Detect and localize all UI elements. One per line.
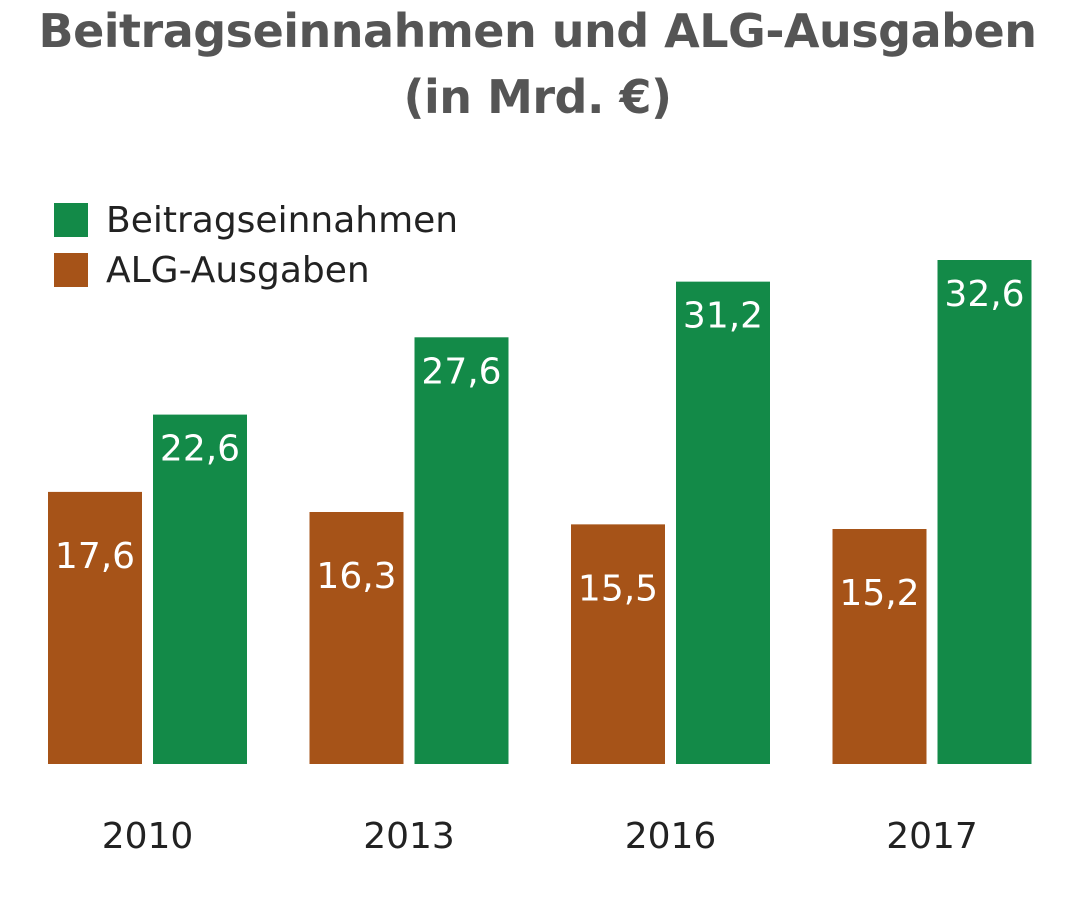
bar-value-label: 16,3 bbox=[316, 556, 396, 597]
x-tick-label-2013: 2013 bbox=[363, 816, 455, 857]
bar-value-label: 15,5 bbox=[578, 568, 658, 609]
bar-beitragseinnahmen-2010 bbox=[153, 414, 247, 764]
legend-item-beitragseinnahmen: Beitragseinnahmen bbox=[54, 199, 459, 241]
legend-label-beitragseinnahmen: Beitragseinnahmen bbox=[106, 199, 459, 241]
x-tick-label-2016: 2016 bbox=[625, 816, 717, 857]
bar-value-label: 17,6 bbox=[55, 536, 135, 577]
chart-title: Beitragseinnahmen und ALG-Ausgaben bbox=[38, 4, 1037, 58]
bar-beitragseinnahmen-2017 bbox=[937, 260, 1032, 764]
legend-item-alg-ausgaben: ALG-Ausgaben bbox=[54, 249, 370, 291]
legend-label-alg-ausgaben: ALG-Ausgaben bbox=[106, 249, 370, 291]
legend-swatch-alg-ausgaben bbox=[54, 253, 88, 287]
bar-alg-ausgaben-2013 bbox=[309, 512, 404, 764]
bar-value-label: 15,2 bbox=[839, 573, 919, 614]
bar-beitragseinnahmen-2013 bbox=[414, 337, 509, 764]
bar-value-label: 22,6 bbox=[160, 429, 240, 470]
bar-beitragseinnahmen-2016 bbox=[676, 281, 770, 764]
bar-alg-ausgaben-2016 bbox=[571, 524, 665, 764]
bar-value-label: 32,6 bbox=[944, 274, 1024, 315]
bar-alg-ausgaben-2017 bbox=[832, 529, 927, 764]
legend-swatch-beitragseinnahmen bbox=[54, 203, 88, 237]
x-tick-label-2010: 2010 bbox=[102, 816, 194, 857]
bar-value-label: 31,2 bbox=[683, 296, 763, 337]
chart-subtitle: (in Mrd. €) bbox=[403, 70, 672, 124]
bar-alg-ausgaben-2010 bbox=[48, 491, 142, 764]
bar-value-label: 27,6 bbox=[421, 351, 501, 392]
x-tick-label-2017: 2017 bbox=[886, 816, 978, 857]
